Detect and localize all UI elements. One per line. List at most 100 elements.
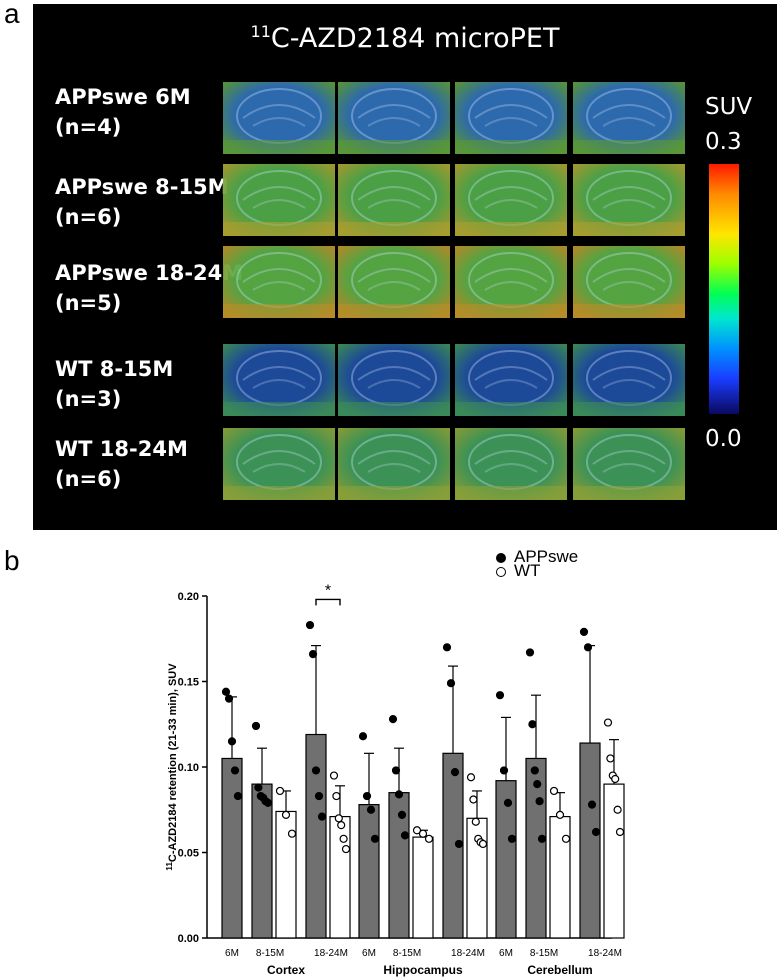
data-point <box>442 643 452 652</box>
bar-wt <box>329 815 351 939</box>
y-axis-label: 11C-AZD2184 retention (21-33 min), SUV <box>165 663 179 871</box>
data-point <box>281 810 291 819</box>
bar-appswe <box>251 783 273 939</box>
row-label-line1: APPswe 8-15M <box>55 175 229 199</box>
data-point <box>579 627 589 637</box>
y-tick-label: 0.00 <box>178 933 199 945</box>
x-tick-label: 8-15M <box>256 948 284 959</box>
pet-title-text: C-AZD2184 microPET <box>270 23 560 54</box>
data-point <box>591 827 601 837</box>
data-point <box>549 786 559 796</box>
x-tick-label: 6M <box>362 948 376 959</box>
data-point <box>311 766 321 775</box>
data-point <box>308 650 318 659</box>
x-tick-label: 6M <box>499 948 513 959</box>
row-label-line2: (n=6) <box>55 467 122 491</box>
data-point <box>424 834 434 843</box>
region-label: Hippocampus <box>383 963 463 977</box>
row-label-line2: (n=4) <box>55 115 122 139</box>
data-point <box>230 766 240 775</box>
pet-image-panel: 11C-AZD2184 microPET APPswe 6M (n=4) APP… <box>33 4 777 530</box>
data-point <box>530 766 539 775</box>
data-point <box>332 791 341 801</box>
data-point <box>314 791 324 801</box>
data-point <box>446 679 456 688</box>
colorbar-min: 0.0 <box>705 426 742 452</box>
data-point <box>305 620 315 630</box>
panel-b-letter: b <box>4 545 20 576</box>
brain-slice-image <box>338 82 450 154</box>
data-point <box>525 648 535 657</box>
x-tick-label: 18-24M <box>588 948 622 959</box>
data-point <box>358 732 368 741</box>
brain-slice-image <box>573 82 685 154</box>
row-label-appswe-6m: APPswe 6M (n=4) <box>55 82 191 142</box>
brain-slice-image <box>455 164 567 236</box>
data-point <box>603 718 613 727</box>
brain-slice-image <box>573 428 685 500</box>
row-label-line2: (n=3) <box>55 387 122 411</box>
brain-slice-image <box>223 82 335 154</box>
data-point <box>337 821 346 830</box>
y-tick-label: 0.10 <box>178 762 199 774</box>
row-label-wt-8-15m: WT 8-15M (n=3) <box>55 354 173 414</box>
region-label: Cerebellum <box>527 963 592 977</box>
data-point <box>391 766 401 775</box>
brain-slice-image <box>455 82 567 154</box>
legend-wt-marker <box>496 566 506 577</box>
bar-wt <box>549 815 571 939</box>
data-point <box>537 834 547 843</box>
data-point <box>507 834 517 843</box>
significance-star: * <box>325 582 331 599</box>
region-label: Cortex <box>267 963 305 977</box>
row-label-appswe-8-15m: APPswe 8-15M (n=6) <box>55 172 229 232</box>
data-point <box>412 826 422 835</box>
row-label-line1: WT 8-15M <box>55 357 174 381</box>
brain-slice-image <box>223 344 335 416</box>
row-label-wt-18-24m: WT 18-24M (n=6) <box>55 434 188 494</box>
legend-appswe: APPswe <box>496 547 578 567</box>
data-point <box>583 643 593 652</box>
data-point <box>454 839 464 849</box>
data-point <box>561 834 571 843</box>
row-label-line1: APPswe 18-24M <box>55 261 244 285</box>
brain-slice-image <box>455 246 567 318</box>
y-tick-label: 0.05 <box>178 848 199 860</box>
data-point <box>362 791 372 801</box>
colorbar-max: 0.3 <box>705 129 742 155</box>
data-point <box>233 791 243 801</box>
brain-slice-image <box>573 164 685 236</box>
bar-wt <box>603 783 625 939</box>
data-point <box>400 831 410 840</box>
data-point <box>227 737 237 746</box>
x-tick-label: 6M <box>225 948 239 959</box>
x-tick-label: 18-24M <box>451 948 485 959</box>
brain-slice-image <box>455 344 567 416</box>
bar-appswe <box>358 804 380 939</box>
data-point <box>334 814 343 823</box>
colorbar <box>709 164 739 414</box>
brain-slice-image <box>338 428 450 500</box>
significance-bracket <box>315 598 341 606</box>
data-point <box>611 774 620 784</box>
bar-appswe <box>305 733 327 939</box>
brain-slice-image <box>573 344 685 416</box>
pet-title-superscript: 11 <box>250 22 271 41</box>
brain-slice-image <box>338 246 450 318</box>
bar-wt <box>412 836 434 939</box>
brain-slice-image <box>223 164 335 236</box>
data-point <box>370 834 380 843</box>
brain-slice-image <box>338 344 450 416</box>
data-point <box>397 810 407 819</box>
data-point <box>535 797 544 806</box>
y-axis-label-text: C-AZD2184 retention (21-33 min), SUV <box>167 663 179 862</box>
data-point <box>263 798 273 808</box>
data-point <box>317 812 327 821</box>
data-point <box>469 795 478 804</box>
data-point <box>418 829 428 838</box>
brain-slice-image <box>223 246 335 318</box>
data-point <box>615 827 625 837</box>
data-point <box>587 800 597 809</box>
data-point <box>329 771 339 780</box>
row-label-line2: (n=6) <box>55 205 122 229</box>
